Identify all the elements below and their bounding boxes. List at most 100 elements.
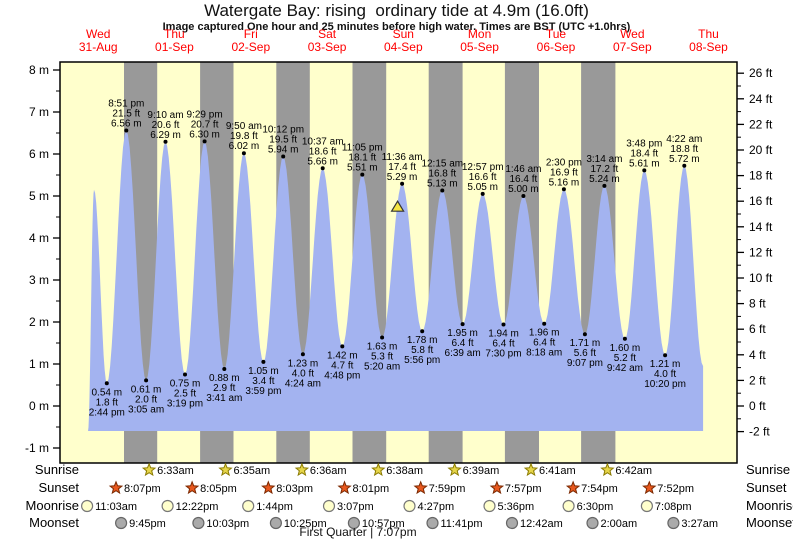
left-axis-label: 1 m — [29, 357, 49, 371]
high-tide-label: 12:15 am 16.8 ft 5.13 m — [421, 159, 463, 190]
low-tide-label: 1.21 m 4.0 ft 10:20 pm — [644, 359, 686, 390]
high-tide-label: 4:22 am 18.8 ft 5.72 m — [666, 134, 702, 165]
day-name: Fri — [244, 27, 258, 41]
moonset-icon — [114, 516, 128, 530]
low-tide-point — [340, 344, 345, 349]
moonrise-time: 5:36pm — [498, 501, 535, 513]
moonrise-time: 7:08pm — [655, 501, 692, 513]
sunset-star-icon — [489, 480, 505, 495]
low-tide-point — [501, 322, 506, 327]
sunrise-time: 6:42am — [615, 465, 652, 477]
low-tide-point — [622, 336, 627, 341]
moonset-icon — [505, 516, 519, 530]
sunrise-star-icon — [141, 462, 157, 477]
low-tide-point — [380, 335, 385, 340]
high-tide-point — [440, 188, 445, 193]
moonrise-time: 1:44pm — [256, 501, 293, 513]
sunrise-time: 6:39am — [463, 465, 500, 477]
right-axis-label: 22 ft — [749, 117, 773, 131]
sunrise-star-icon — [218, 462, 233, 477]
low-tide-label: 1.78 m 5.8 ft 5:56 pm — [404, 335, 440, 366]
low-tide-label: 0.61 m 2.0 ft 3:05 am — [128, 384, 164, 415]
moonrise-icon — [322, 499, 336, 513]
right-axis-label: 14 ft — [749, 220, 773, 234]
left-axis-label: 5 m — [29, 189, 49, 203]
moonset-time: 9:45pm — [129, 518, 166, 530]
day-name: Tue — [546, 27, 567, 41]
sunset-time: 7:54pm — [581, 483, 618, 495]
low-tide-point — [222, 367, 227, 371]
right-axis-label: 16 ft — [749, 194, 773, 208]
sunset-time: 8:03pm — [276, 483, 313, 495]
high-tide-label: 9:10 am 20.6 ft 6.29 m — [147, 110, 183, 141]
current-tide-marker-icon — [390, 200, 405, 212]
sunset-time: 8:05pm — [200, 483, 237, 495]
moonset-time: 12:42am — [520, 518, 563, 530]
row-label-moonrise-left: Moonrise — [26, 498, 79, 513]
row-label-moonset-left: Moonset — [29, 515, 79, 530]
low-tide-label: 0.54 m 1.8 ft 2:44 pm — [89, 387, 125, 418]
moonrise-icon — [483, 499, 496, 513]
right-axis-label: 2 ft — [749, 373, 766, 387]
day-date: 04-Sep — [384, 40, 423, 54]
low-tide-point — [183, 372, 187, 377]
sunset-star-icon — [337, 480, 352, 495]
high-tide-point — [320, 166, 325, 171]
moonset-time: 10:03pm — [206, 518, 249, 530]
sunset-time: 7:57pm — [505, 483, 542, 495]
day-name: Wed — [86, 27, 110, 41]
moonset-time: 10:25pm — [284, 518, 327, 530]
day-date: 08-Sep — [689, 40, 728, 54]
right-axis-label: 8 ft — [749, 297, 766, 311]
low-tide-point — [261, 359, 266, 364]
low-tide-label: 1.71 m 5.6 ft 9:07 pm — [567, 338, 603, 369]
sunrise-star-icon — [294, 462, 310, 477]
left-axis-label: 4 m — [29, 231, 49, 245]
day-date: 01-Sep — [155, 40, 194, 54]
right-axis-label: 20 ft — [749, 143, 773, 157]
high-tide-point — [642, 168, 647, 173]
day-date: 05-Sep — [460, 40, 499, 54]
high-tide-label: 3:14 am 17.2 ft 5.24 m — [586, 154, 622, 185]
day-name: Wed — [620, 27, 644, 41]
sunset-time: 8:01pm — [353, 483, 390, 495]
sunset-star-icon — [108, 480, 124, 495]
left-axis-label: -1 m — [25, 441, 49, 455]
high-tide-point — [124, 128, 129, 133]
moonset-time: 3:27am — [681, 518, 718, 530]
sunrise-time: 6:33am — [157, 465, 194, 477]
left-axis-label: 0 m — [29, 399, 49, 413]
moonrise-icon — [80, 499, 94, 513]
high-tide-point — [521, 194, 526, 198]
sunrise-star-icon — [447, 462, 462, 477]
high-tide-point — [480, 191, 485, 196]
right-axis-label: 26 ft — [749, 66, 773, 80]
page-title: Watergate Bay: rising ordinary tide at 4… — [204, 1, 589, 20]
moonset-time: 11:41pm — [441, 518, 483, 530]
low-tide-point — [542, 321, 547, 326]
low-tide-point — [460, 322, 465, 327]
sunset-star-icon — [261, 480, 276, 495]
high-tide-point — [163, 139, 168, 144]
high-tide-point — [602, 183, 607, 188]
low-tide-label: 0.75 m 2.5 ft 3:19 pm — [167, 379, 203, 410]
high-tide-label: 11:36 am 17.4 ft 5.29 m — [382, 152, 423, 183]
moonset-icon — [347, 516, 360, 530]
low-tide-label: 1.94 m 6.4 ft 7:30 pm — [485, 329, 521, 360]
row-label-sunrise-left: Sunrise — [35, 462, 79, 477]
sunrise-star-icon — [371, 462, 386, 477]
moon-phase-note: First Quarter | 7:07pm — [299, 525, 417, 539]
high-tide-label: 8:51 pm 21.5 ft 6.56 m — [108, 99, 144, 130]
high-tide-label: 10:12 pm 19.5 ft 5.94 m — [262, 125, 304, 156]
high-tide-label: 12:57 pm 16.6 ft 5.05 m — [462, 162, 504, 193]
row-label-sunset-right: Sunset — [746, 480, 787, 495]
sunset-star-icon — [184, 480, 200, 495]
moonrise-time: 11:03am — [95, 501, 137, 513]
high-tide-label: 3:48 pm 18.4 ft 5.61 m — [626, 138, 662, 169]
right-axis-label: 4 ft — [749, 348, 766, 362]
high-tide-label: 2:30 pm 16.9 ft 5.16 m — [546, 157, 582, 188]
high-tide-point — [360, 172, 365, 177]
low-tide-label: 1.05 m 3.4 ft 3:59 pm — [245, 366, 281, 397]
row-label-sunrise-right: Sunrise — [746, 462, 790, 477]
